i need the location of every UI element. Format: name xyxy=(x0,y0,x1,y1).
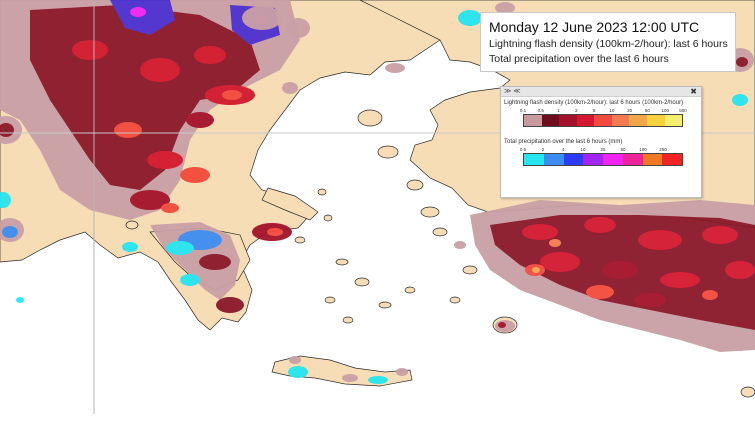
lightning-swatch-3 xyxy=(576,115,595,126)
lightning-tick-label: 20 xyxy=(627,108,633,113)
precip-tick-label: 100 xyxy=(639,147,647,152)
lightning-tick-label: 5 xyxy=(592,108,596,113)
precip-tick-label: 250 xyxy=(659,147,667,152)
lightning-swatch-2 xyxy=(559,115,577,126)
precip-swatch-3 xyxy=(583,154,603,165)
lightning-swatch-5 xyxy=(611,115,630,126)
precip-tick-label: 10 xyxy=(580,147,586,152)
precip-swatch-6 xyxy=(642,154,663,165)
map-subtitle-lightning: Lightning flash density (100km-2/hour): … xyxy=(489,38,728,50)
legend-lightning-ticks: 0.1 0.5 1 2 5 10 20 50 100 500 xyxy=(519,106,687,114)
precip-tick-label: 4 xyxy=(561,147,565,152)
legend-lightning-colorbar xyxy=(523,114,683,127)
lightning-swatch-6 xyxy=(629,115,647,126)
legend-lightning-title: Lightning flash density (100km-2/hour): … xyxy=(504,100,684,106)
lightning-tick-label: 0.1 xyxy=(519,108,527,113)
lightning-swatch-8 xyxy=(664,115,683,126)
precip-swatch-4 xyxy=(603,154,623,165)
lightning-swatch-1 xyxy=(541,115,560,126)
lightning-tick-label: 1 xyxy=(557,108,560,113)
legend-close-icon[interactable]: ✖ xyxy=(690,87,697,96)
lightning-swatch-7 xyxy=(646,115,665,126)
lightning-precip-layer xyxy=(0,0,755,384)
lightning-tick-label: 50 xyxy=(644,108,650,113)
legend-precip-ticks: 0.5 2 4 10 25 50 100 250 xyxy=(519,145,683,153)
lightning-swatch-0 xyxy=(524,115,542,126)
lightning-tick-label: 100 xyxy=(661,108,669,113)
lightning-tick-label: 10 xyxy=(609,108,615,113)
legend-precip-title: Total precipitation over the last 6 hour… xyxy=(504,139,623,145)
precip-swatch-2 xyxy=(563,154,584,165)
map-title-box: Monday 12 June 2023 12:00 UTC Lightning … xyxy=(480,12,736,72)
map-title: Monday 12 June 2023 12:00 UTC xyxy=(489,19,700,35)
precip-swatch-1 xyxy=(543,154,564,165)
legend-collapse-icon[interactable]: ≫ ≪ xyxy=(504,88,521,95)
legend-panel[interactable]: ≫ ≪ ✖ Lightning flash density (100km-2/h… xyxy=(500,86,702,198)
precip-tick-label: 0.5 xyxy=(519,147,527,152)
legend-precip-colorbar xyxy=(523,153,683,166)
precip-tick-label: 2 xyxy=(541,147,545,152)
lightning-tick-label: 0.5 xyxy=(537,108,544,113)
precip-tick-label: 50 xyxy=(620,147,626,152)
precip-swatch-5 xyxy=(622,154,643,165)
lightning-tick-label: 500 xyxy=(679,108,687,113)
map-subtitle-precip: Total precipitation over the last 6 hour… xyxy=(489,53,669,65)
precip-swatch-0 xyxy=(524,154,544,165)
lightning-tick-label: 2 xyxy=(575,108,578,113)
precip-tick-label: 25 xyxy=(600,147,606,152)
legend-titlebar[interactable]: ≫ ≪ ✖ xyxy=(501,87,701,97)
precip-swatch-7 xyxy=(662,154,682,165)
lightning-swatch-4 xyxy=(594,115,612,126)
